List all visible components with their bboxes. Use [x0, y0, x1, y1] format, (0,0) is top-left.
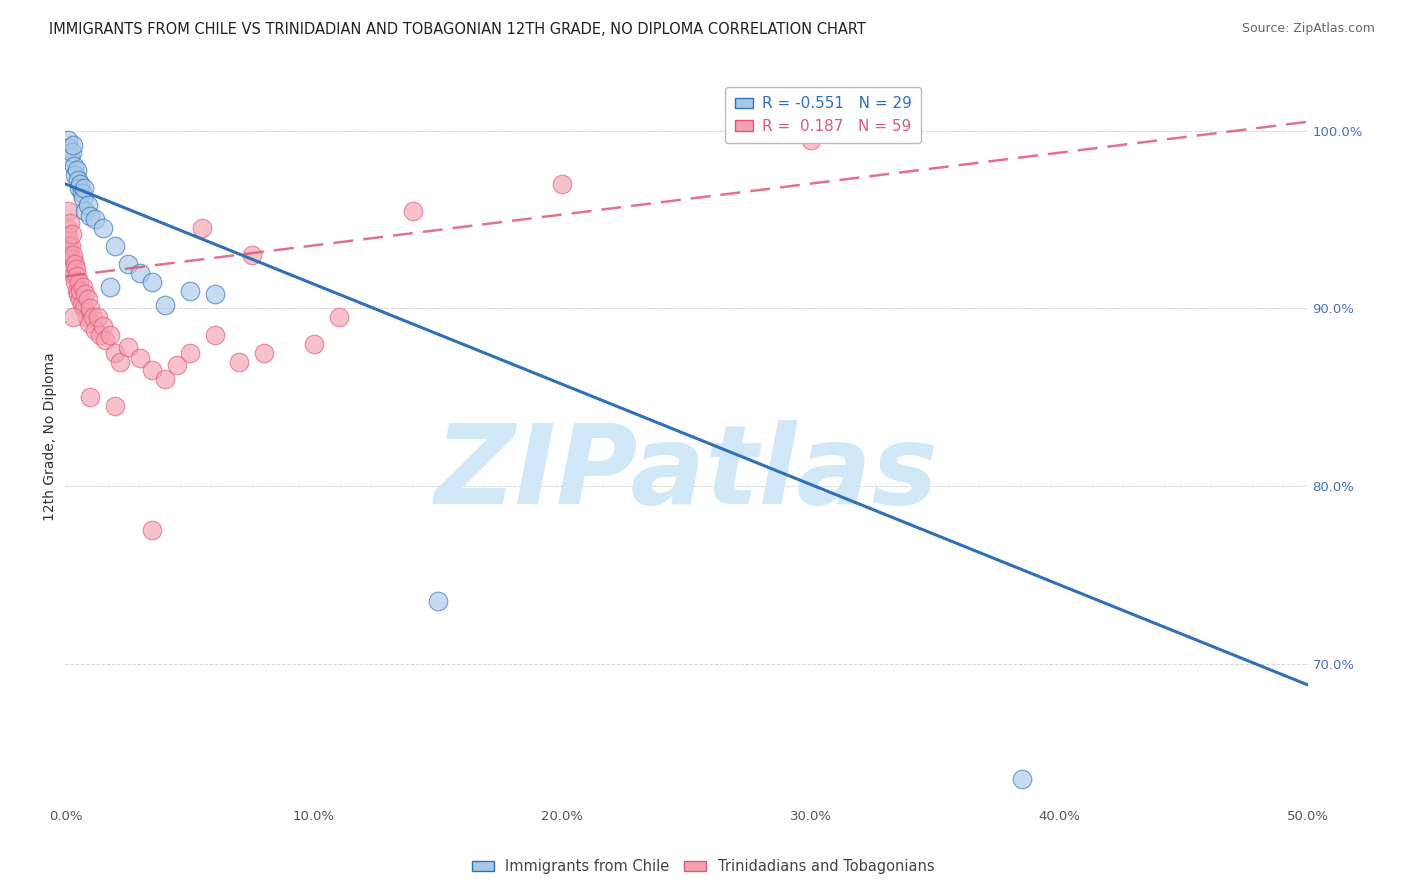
Point [56, 234, 79, 248]
Point [62, 227, 84, 241]
Text: Source: ZipAtlas.com: Source: ZipAtlas.com [1241, 22, 1375, 36]
Point [79, 301, 101, 316]
Point [62, 310, 84, 325]
Point [62, 137, 84, 152]
Point [141, 275, 163, 289]
Point [79, 209, 101, 223]
Point [129, 266, 152, 280]
Point [58, 239, 80, 253]
Point [62, 248, 84, 262]
Point [55, 221, 77, 235]
Point [104, 345, 127, 359]
Point [69, 284, 91, 298]
Point [65, 168, 87, 182]
Legend: Immigrants from Chile, Trinidadians and Tobagonians: Immigrants from Chile, Trinidadians and … [465, 854, 941, 880]
Point [253, 345, 276, 359]
Point [179, 345, 201, 359]
Text: IMMIGRANTS FROM CHILE VS TRINIDADIAN AND TOBAGONIAN 12TH GRADE, NO DIPLOMA CORRE: IMMIGRANTS FROM CHILE VS TRINIDADIAN AND… [49, 22, 866, 37]
Point [129, 351, 152, 365]
Point [62, 252, 84, 266]
Point [166, 358, 188, 372]
Point [1011, 772, 1033, 786]
Point [75, 287, 97, 301]
Point [56, 203, 79, 218]
Point [84, 323, 107, 337]
Point [141, 363, 163, 377]
Point [75, 203, 97, 218]
Point [66, 269, 89, 284]
Legend: R = -0.551   N = 29, R =  0.187   N = 59: R = -0.551 N = 29, R = 0.187 N = 59 [725, 87, 921, 144]
Point [70, 186, 93, 200]
Point [63, 269, 86, 284]
Point [69, 177, 91, 191]
Point [204, 287, 226, 301]
Point [240, 248, 263, 262]
Point [153, 372, 176, 386]
Point [66, 173, 89, 187]
Y-axis label: 12th Grade, No Diploma: 12th Grade, No Diploma [44, 352, 58, 522]
Point [56, 132, 79, 146]
Point [60, 257, 83, 271]
Text: ZIPatlas: ZIPatlas [434, 420, 938, 527]
Point [65, 262, 87, 277]
Point [66, 284, 89, 298]
Point [73, 180, 96, 194]
Point [427, 594, 450, 608]
Point [76, 310, 98, 325]
Point [402, 203, 425, 218]
Point [302, 336, 325, 351]
Point [65, 275, 87, 289]
Point [59, 248, 82, 262]
Point [79, 390, 101, 404]
Point [63, 159, 86, 173]
Point [66, 162, 89, 177]
Point [67, 180, 90, 194]
Point [91, 221, 114, 235]
Point [63, 257, 86, 271]
Point [59, 216, 82, 230]
Point [117, 257, 139, 271]
Point [70, 298, 93, 312]
Point [328, 310, 350, 325]
Point [58, 230, 80, 244]
Point [91, 319, 114, 334]
Point [98, 280, 121, 294]
Point [59, 239, 82, 253]
Point [76, 198, 98, 212]
Point [69, 293, 91, 307]
Point [82, 310, 104, 325]
Point [58, 141, 80, 155]
Point [94, 333, 117, 347]
Point [228, 354, 250, 368]
Point [73, 301, 96, 316]
Point [67, 275, 90, 289]
Point [104, 399, 127, 413]
Point [66, 287, 89, 301]
Point [77, 316, 100, 330]
Point [59, 150, 82, 164]
Point [153, 298, 176, 312]
Point [98, 327, 121, 342]
Point [108, 354, 131, 368]
Point [551, 177, 574, 191]
Point [204, 327, 226, 342]
Point [89, 327, 111, 342]
Point [800, 132, 823, 146]
Point [87, 310, 110, 325]
Point [191, 221, 214, 235]
Point [141, 524, 163, 538]
Point [179, 284, 201, 298]
Point [72, 191, 94, 205]
Point [104, 239, 127, 253]
Point [76, 293, 98, 307]
Point [84, 212, 107, 227]
Point [72, 280, 94, 294]
Point [117, 340, 139, 354]
Point [60, 145, 83, 159]
